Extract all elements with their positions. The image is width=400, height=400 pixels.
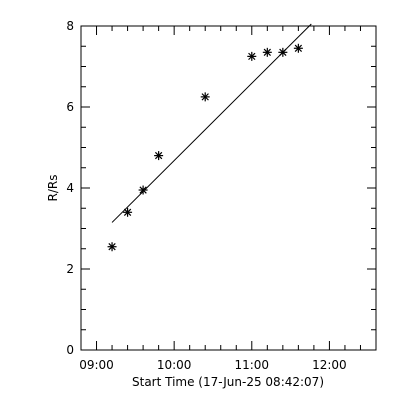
- fit-line: [111, 23, 312, 223]
- y-tick-label: 6: [66, 100, 74, 114]
- y-tick-label: 2: [66, 262, 74, 276]
- y-axis-label: R/Rs: [46, 175, 60, 202]
- data-point: [278, 47, 288, 57]
- data-point: [138, 185, 148, 195]
- plot-frame: [80, 25, 377, 351]
- y-tick-label: 0: [66, 343, 74, 357]
- data-point: [123, 207, 133, 217]
- data-point: [293, 43, 303, 53]
- y-axis-ticks: 0 2 4 6 8: [66, 19, 376, 357]
- y-tick-label: 4: [66, 181, 74, 195]
- x-tick-label: 10:00: [157, 358, 192, 372]
- fit-line-group: [111, 23, 312, 223]
- x-axis-ticks: 09:00 10:00 11:00 12:00: [79, 26, 377, 372]
- data-point: [262, 47, 272, 57]
- data-point: [200, 92, 210, 102]
- x-tick-label: 12:00: [312, 358, 347, 372]
- x-tick-label: 09:00: [79, 358, 114, 372]
- data-point: [107, 242, 117, 252]
- x-axis-label: Start Time (17-Jun-25 08:42:07): [132, 375, 324, 389]
- data-points: [107, 43, 303, 252]
- y-tick-label: 8: [66, 19, 74, 33]
- data-point: [247, 51, 257, 61]
- x-tick-label: 11:00: [234, 358, 269, 372]
- data-point: [154, 151, 164, 161]
